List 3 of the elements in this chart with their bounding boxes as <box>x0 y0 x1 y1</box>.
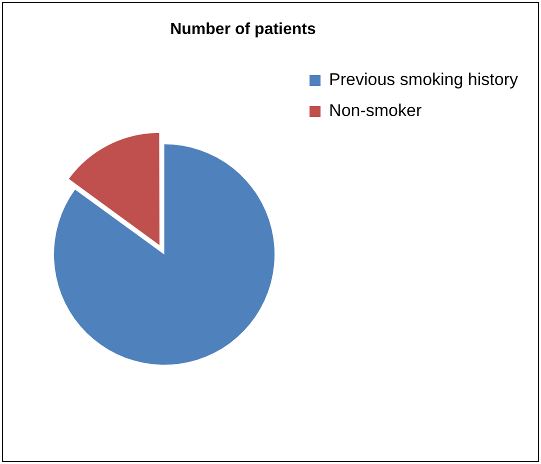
legend-label: Non-smoker <box>329 101 422 120</box>
legend-label: Previous smoking history <box>329 70 518 90</box>
chart-title: Number of patients <box>169 21 317 39</box>
